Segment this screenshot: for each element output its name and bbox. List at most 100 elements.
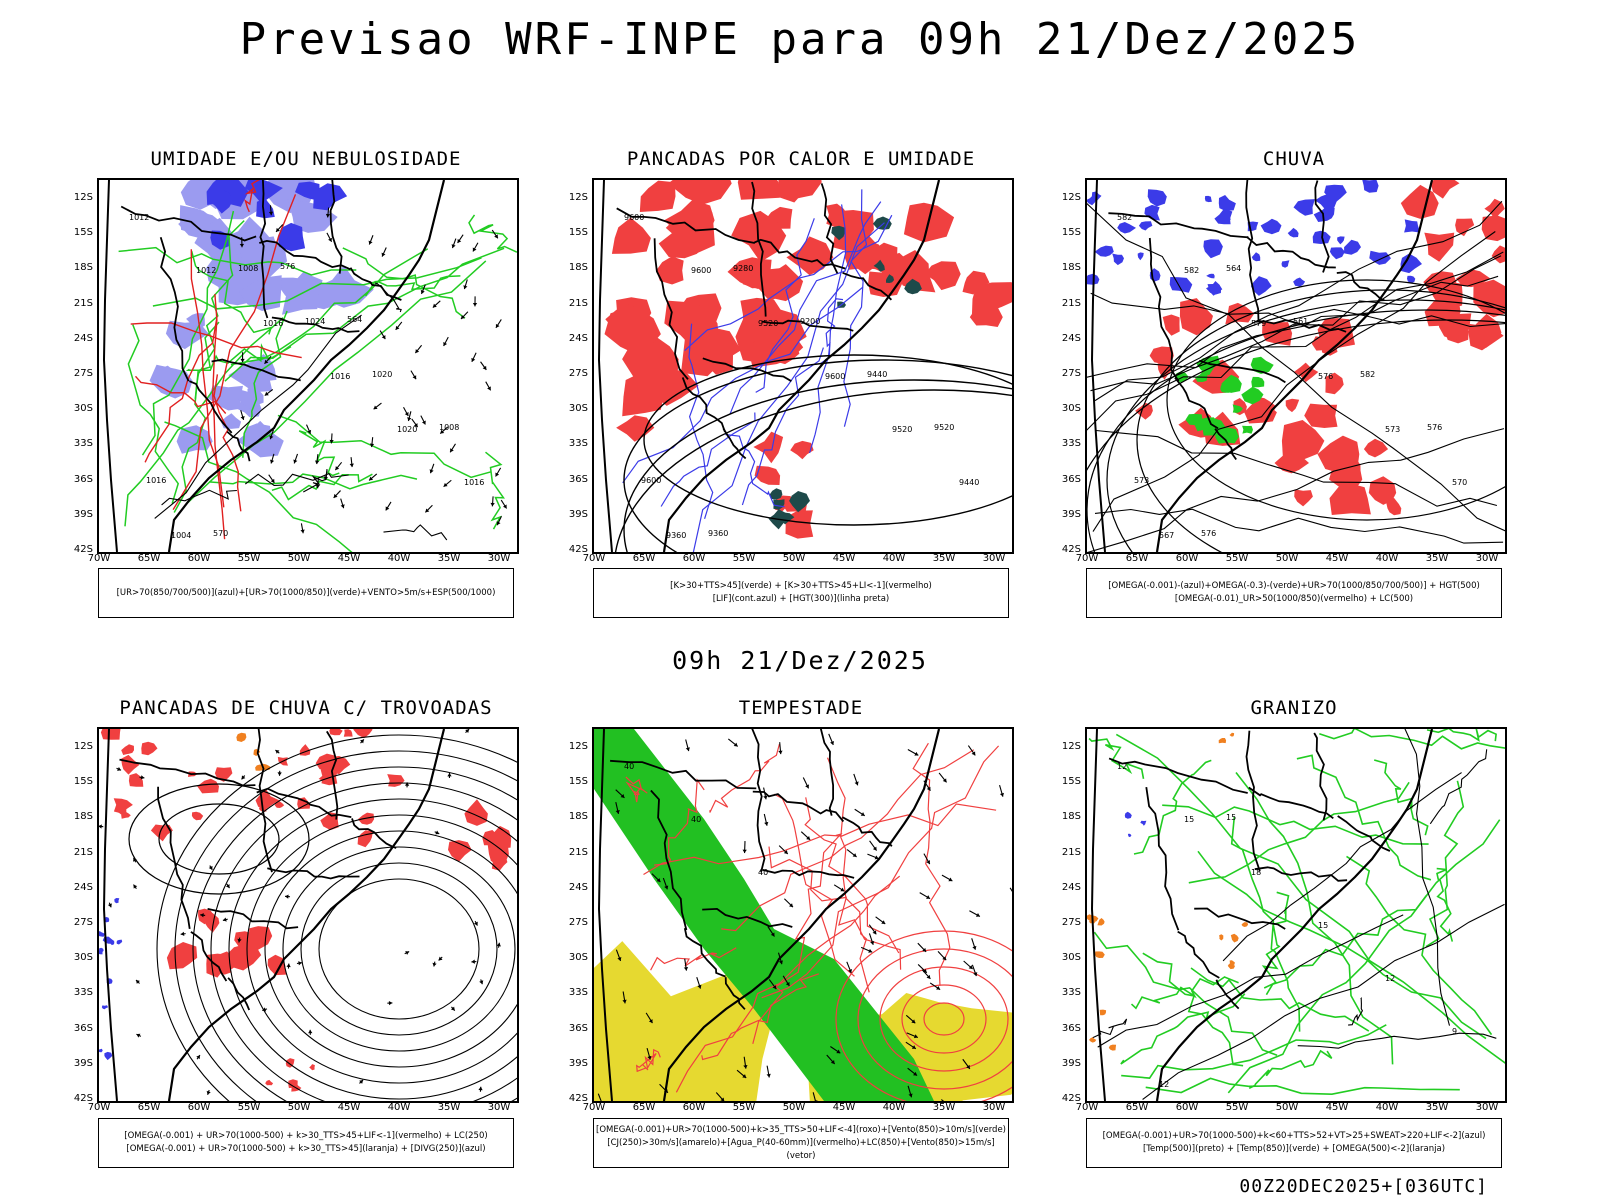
temperature-500-contour <box>1297 1032 1497 1049</box>
strong-ascent-area <box>1241 386 1264 405</box>
country-border <box>681 377 726 433</box>
wind-vector-head <box>432 962 437 967</box>
longitude-tick-label: 70W <box>87 553 111 564</box>
instability-area <box>737 180 780 200</box>
ascent-area <box>1313 205 1335 222</box>
streamline <box>318 878 480 1020</box>
latitude-tick-label: 42S <box>73 544 93 555</box>
thunderstorm-area <box>448 840 472 862</box>
precipitation-area <box>1293 362 1319 383</box>
wind-vector-head <box>373 405 378 410</box>
lifted-index-contour <box>843 189 868 427</box>
thunderstorm-area <box>100 729 121 740</box>
longitude-tick-label: 65W <box>137 1102 161 1113</box>
latitude-tick-label: 39S <box>73 508 93 520</box>
thunderstorm-area <box>150 824 173 842</box>
country-border <box>1214 428 1237 461</box>
latitude-tick-label: 18S <box>73 262 93 274</box>
state-border <box>842 271 893 301</box>
panel-title: CHUVA <box>1262 148 1326 170</box>
latitude-tick-label: 33S <box>568 987 588 999</box>
low-level-humidity-contour <box>152 257 482 310</box>
temperature-850-contour <box>1296 754 1432 881</box>
latitude-tick-label: 18S <box>568 811 588 823</box>
state-border <box>820 183 839 274</box>
omega-area <box>1218 738 1227 744</box>
omega-area <box>1219 934 1224 941</box>
map-canvas: 12 15 18 15 12 9 12 15 <box>1087 729 1505 1101</box>
longitude-tick-label: 65W <box>632 553 656 564</box>
country-border <box>190 931 228 982</box>
latitude-tick-label: 15S <box>73 776 93 788</box>
longitude-tick-label: 50W <box>1275 553 1299 564</box>
wind-vector-head <box>136 1033 141 1038</box>
contour-label: 9 <box>1452 1027 1457 1036</box>
panel-title: TEMPESTADE <box>738 697 864 719</box>
country-border <box>722 428 747 460</box>
wind-vector-head <box>764 821 769 826</box>
latitude-tick-label: 27S <box>1061 368 1081 379</box>
wind-vector-head <box>482 365 487 370</box>
longitude-tick-label: 70W <box>87 1102 111 1113</box>
thunderstorm-area <box>288 1079 298 1089</box>
longitude-tick-label: 30W <box>1475 1102 1499 1113</box>
longitude-tick-label: 35W <box>437 553 461 564</box>
forecast-map: 1012 1012 1016 1016 1020 1016 1004 1008 1024 1020… <box>97 178 519 554</box>
contour-label: 9520 <box>892 425 912 434</box>
precipitable-water-contour <box>804 797 900 954</box>
omega-area <box>1099 1009 1107 1016</box>
streamline <box>156 734 517 1101</box>
low-level-humidity-contour <box>187 260 487 503</box>
longitude-tick-label: 70W <box>1075 1102 1099 1113</box>
country-border <box>227 977 251 1011</box>
convective-cell <box>769 488 783 500</box>
contour-label: 12 <box>1117 762 1127 771</box>
instability-area <box>656 256 684 285</box>
low-level-humidity-contour <box>468 214 517 253</box>
thunderstorm-area <box>234 931 259 953</box>
wind-vector-head <box>385 506 390 511</box>
wind-vector-head <box>412 375 417 380</box>
wind-vector <box>812 1092 817 1101</box>
lifted-index-contour <box>725 433 785 508</box>
thickness-contour <box>172 194 297 511</box>
instability-area <box>753 431 784 464</box>
wind-vector-head <box>325 213 331 218</box>
state-border <box>753 238 846 270</box>
precipitable-water-contour <box>768 846 902 970</box>
country-border <box>610 759 757 790</box>
legend-line: [K>30+TTS>45](verde) + [K>30+TTS>45+LI<-… <box>670 581 932 591</box>
state-border <box>751 729 766 873</box>
temperature-500-contour <box>1222 772 1462 962</box>
wind-vector-head <box>275 750 280 754</box>
contour-label: 18 <box>1251 868 1261 877</box>
contour-label: 564 <box>347 315 362 324</box>
contour-label: 573 <box>1385 425 1400 434</box>
contour-label: 561 <box>1293 317 1308 326</box>
omega-area <box>1229 732 1235 737</box>
latitude-tick-label: 24S <box>568 332 588 344</box>
latitude-tick-label: 21S <box>1061 846 1081 858</box>
thickness-contour <box>211 293 226 540</box>
wind-vector-head <box>648 1019 653 1024</box>
wind-vector-head <box>922 968 927 973</box>
state-border <box>1248 786 1334 820</box>
west-coastline <box>597 180 613 552</box>
lifted-index-contour <box>692 222 885 552</box>
wind-vector-head <box>277 772 282 776</box>
country-border <box>1108 212 1249 239</box>
wind-vector-head <box>360 739 364 744</box>
precipitable-water-contour <box>835 930 1012 1101</box>
longitude-tick-label: 70W <box>582 1102 606 1113</box>
latitude-tick-label: 27S <box>568 917 588 928</box>
contour-label: 570 <box>213 529 228 538</box>
contour-label: 15 <box>1226 813 1236 822</box>
strong-ascent-area <box>1220 384 1230 393</box>
ascent-area <box>1344 239 1361 255</box>
precipitable-water-contour <box>826 757 870 993</box>
wind-vector-head <box>222 917 227 922</box>
geopotential-height-contour <box>614 389 1012 552</box>
contour-label: 9600 <box>624 213 644 222</box>
ascent-area <box>1218 195 1236 211</box>
low-level-humidity-contour <box>141 210 235 456</box>
